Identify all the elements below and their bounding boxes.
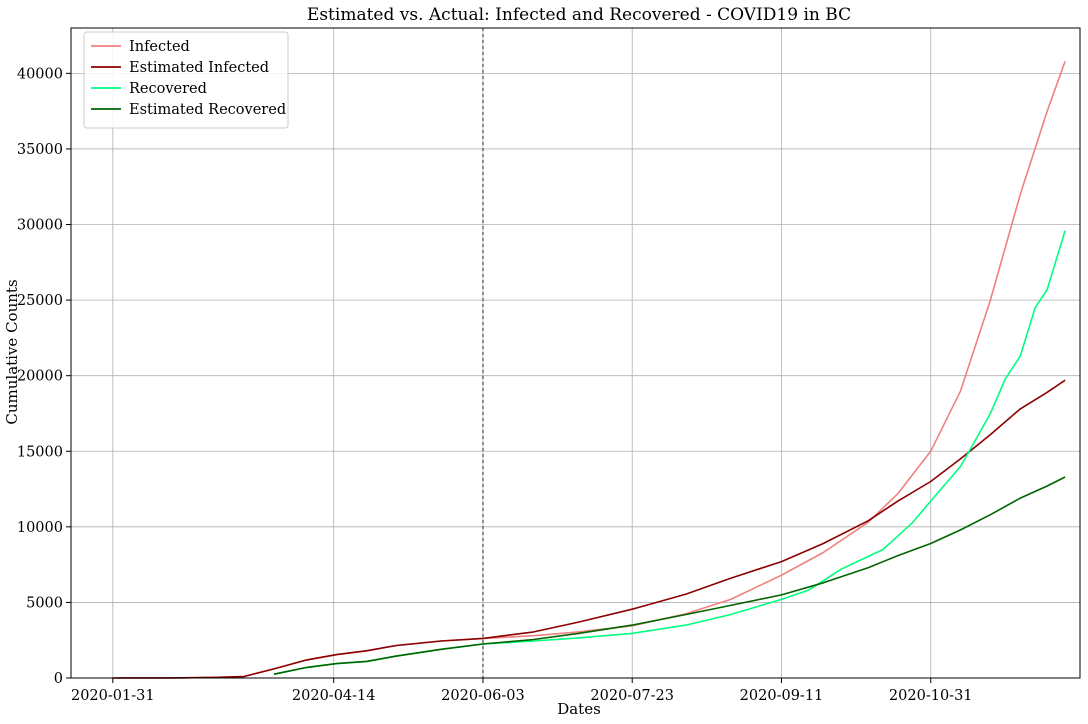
- y-tick-label: 25000: [17, 293, 63, 309]
- x-tick-label: 2020-04-14: [292, 688, 376, 704]
- series-line-estimated-infected: [112, 379, 1066, 679]
- x-axis-ticks: 2020-01-31 2020-04-14 2020-06-03 2020-07-23…: [71, 678, 973, 704]
- legend-entry: Recovered: [129, 81, 207, 97]
- series-layer: [112, 61, 1066, 679]
- y-axis-ticks: 0 5000 10000 15000 20000 25000 30000 35000 40000: [17, 66, 71, 687]
- x-tick-label: 2020-01-31: [71, 688, 155, 704]
- legend-entry: Infected: [129, 39, 190, 55]
- chart-title: Estimated vs. Actual: Infected and Recov…: [307, 5, 851, 25]
- y-tick-label: 15000: [17, 444, 63, 460]
- x-tick-label: 2020-07-23: [590, 688, 674, 704]
- y-tick-label: 35000: [17, 142, 63, 158]
- x-axis-label: Dates: [557, 700, 601, 718]
- y-tick-label: 30000: [17, 218, 63, 234]
- x-tick-label: 2020-10-31: [889, 688, 973, 704]
- y-tick-label: 20000: [17, 369, 63, 385]
- legend: Infected Estimated Infected Recovered Estim…: [83, 31, 289, 129]
- y-tick-label: 0: [54, 671, 63, 687]
- x-tick-label: 2020-09-11: [740, 688, 824, 704]
- y-tick-label: 5000: [26, 595, 63, 611]
- legend-entry: Estimated Recovered: [129, 102, 286, 118]
- legend-box: [83, 31, 289, 129]
- series-line-infected: [112, 61, 1066, 679]
- plot-frame: [70, 27, 1081, 679]
- y-axis-label: Cumulative Counts: [3, 279, 21, 424]
- grid: [71, 28, 1080, 679]
- legend-entry: Estimated Infected: [129, 60, 269, 76]
- x-tick-label: 2020-06-03: [441, 688, 525, 704]
- series-line-recovered: [273, 230, 1066, 675]
- y-tick-label: 40000: [17, 66, 63, 82]
- series-line-estimated-recovered: [273, 476, 1066, 675]
- y-tick-label: 10000: [17, 520, 63, 536]
